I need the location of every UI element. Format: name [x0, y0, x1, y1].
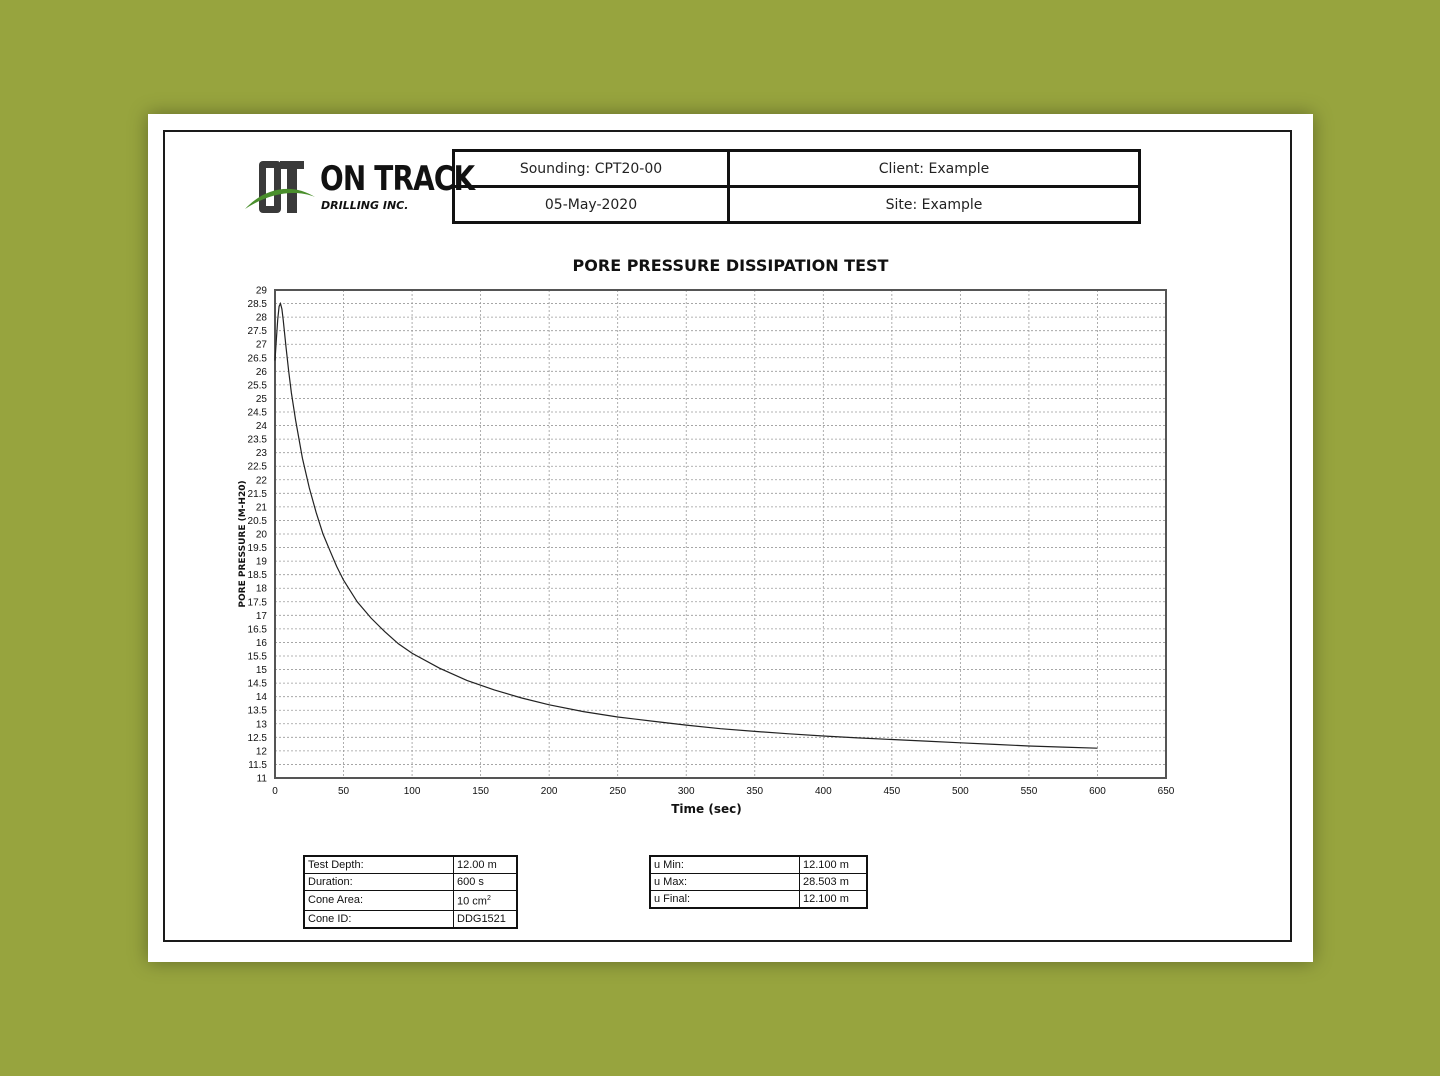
ot-logo-icon: [245, 161, 315, 213]
y-tick-label: 15.5: [248, 652, 268, 663]
umax-value: 28.503 m: [799, 873, 868, 891]
y-tick-label: 15: [256, 665, 268, 676]
x-tick-label: 450: [884, 786, 901, 797]
y-tick-label: 18.5: [248, 570, 268, 581]
logo-name: ON TRACK: [320, 159, 475, 199]
y-tick-label: 17: [256, 611, 268, 622]
x-tick-label: 100: [404, 786, 421, 797]
report-frame: [163, 130, 1292, 942]
cone-area-label: Cone Area:: [303, 890, 454, 911]
cone-id-label: Cone ID:: [303, 909, 454, 929]
y-tick-label: 23.5: [248, 435, 268, 446]
duration-label: Duration:: [303, 873, 454, 891]
ufinal-value: 12.100 m: [799, 890, 868, 909]
y-tick-label: 27.5: [248, 326, 268, 337]
y-tick-label: 14.5: [248, 679, 268, 690]
y-tick-label: 21: [256, 502, 268, 513]
company-logo: ON TRACK DRILLING INC.: [245, 159, 475, 221]
x-tick-label: 150: [472, 786, 489, 797]
y-tick-label: 16: [256, 638, 268, 649]
y-tick-label: 20.5: [248, 516, 268, 527]
y-tick-label: 27: [256, 340, 268, 351]
y-tick-label: 22: [256, 475, 268, 486]
x-tick-label: 550: [1021, 786, 1038, 797]
x-tick-label: 300: [678, 786, 695, 797]
logo-subtitle: DRILLING INC.: [321, 199, 409, 212]
report-sheet: ON TRACK DRILLING INC. Sounding: CPT20-0…: [148, 114, 1313, 962]
y-tick-label: 11.5: [248, 760, 267, 771]
x-tick-label: 500: [952, 786, 969, 797]
ufinal-label: u Final:: [649, 890, 800, 909]
y-tick-label: 26: [256, 367, 268, 378]
x-tick-label: 200: [541, 786, 558, 797]
y-tick-label: 13.5: [248, 706, 268, 717]
y-tick-label: 28: [256, 313, 268, 324]
y-tick-label: 22.5: [248, 462, 268, 473]
y-tick-label: 24: [256, 421, 268, 432]
y-tick-label: 28.5: [248, 299, 268, 310]
y-axis-label: PORE PRESSURE (M-H20): [238, 480, 248, 607]
x-tick-label: 250: [609, 786, 626, 797]
chart-title: PORE PRESSURE DISSIPATION TEST: [572, 256, 889, 275]
test-info-table: Test Depth: 12.00 m Duration: 600 s Cone A…: [303, 855, 518, 929]
umin-label: u Min:: [649, 855, 800, 874]
x-axis-label: Time (sec): [671, 802, 741, 816]
y-tick-label: 12: [256, 746, 268, 757]
umin-value: 12.100 m: [799, 855, 868, 874]
x-tick-label: 600: [1089, 786, 1106, 797]
y-tick-label: 19: [256, 557, 268, 568]
x-tick-label: 650: [1158, 786, 1175, 797]
y-tick-label: 20: [256, 530, 268, 541]
y-tick-label: 14: [256, 692, 268, 703]
x-tick-label: 0: [272, 786, 278, 797]
x-tick-label: 400: [815, 786, 832, 797]
x-tick-label: 350: [746, 786, 763, 797]
y-tick-label: 17.5: [248, 597, 268, 608]
y-tick-label: 29: [256, 286, 268, 297]
cone-area-cell: 10 cm2: [453, 890, 518, 911]
client-cell: Client: Example: [727, 149, 1141, 188]
plot-area: [274, 289, 1167, 779]
pore-pressure-series-line: [274, 301, 1098, 749]
cone-id-value: DDG1521: [453, 909, 518, 929]
x-tick-label: 50: [338, 786, 350, 797]
y-tick-label: 18: [256, 584, 268, 595]
site-cell: Site: Example: [727, 185, 1141, 224]
dissipation-chart: 11 11.5 12 12.5 13 13.5 14 14.5 15 15.5 16 16.5 17 17…: [238, 286, 1175, 817]
duration-value: 600 s: [453, 873, 518, 891]
y-tick-label: 21.5: [248, 489, 268, 500]
cone-area-unit-superscript: 2: [486, 895, 491, 902]
y-tick-label: 24.5: [248, 408, 268, 419]
y-tick-label: 11: [257, 774, 268, 785]
y-tick-label: 13: [256, 719, 268, 730]
y-tick-label: 19.5: [248, 543, 268, 554]
cone-area-value: 10 cm: [457, 895, 487, 908]
sounding-cell: Sounding: CPT20-00: [452, 149, 730, 188]
y-tick-label: 23: [256, 448, 268, 459]
umax-label: u Max:: [649, 873, 800, 891]
header-table: Sounding: CPT20-00 Client: Example 05-Ma…: [452, 149, 1141, 224]
y-tick-label: 25: [256, 394, 268, 405]
date-cell: 05-May-2020: [452, 185, 730, 224]
y-tick-label: 26.5: [248, 353, 268, 364]
depth-value: 12.00 m: [453, 855, 518, 874]
y-tick-label: 25.5: [248, 380, 268, 391]
y-tick-label: 16.5: [248, 624, 268, 635]
depth-label: Test Depth:: [303, 855, 454, 874]
y-tick-label: 12.5: [248, 733, 268, 744]
results-table: u Min: 12.100 m u Max: 28.503 m u Final: 12…: [649, 855, 868, 909]
